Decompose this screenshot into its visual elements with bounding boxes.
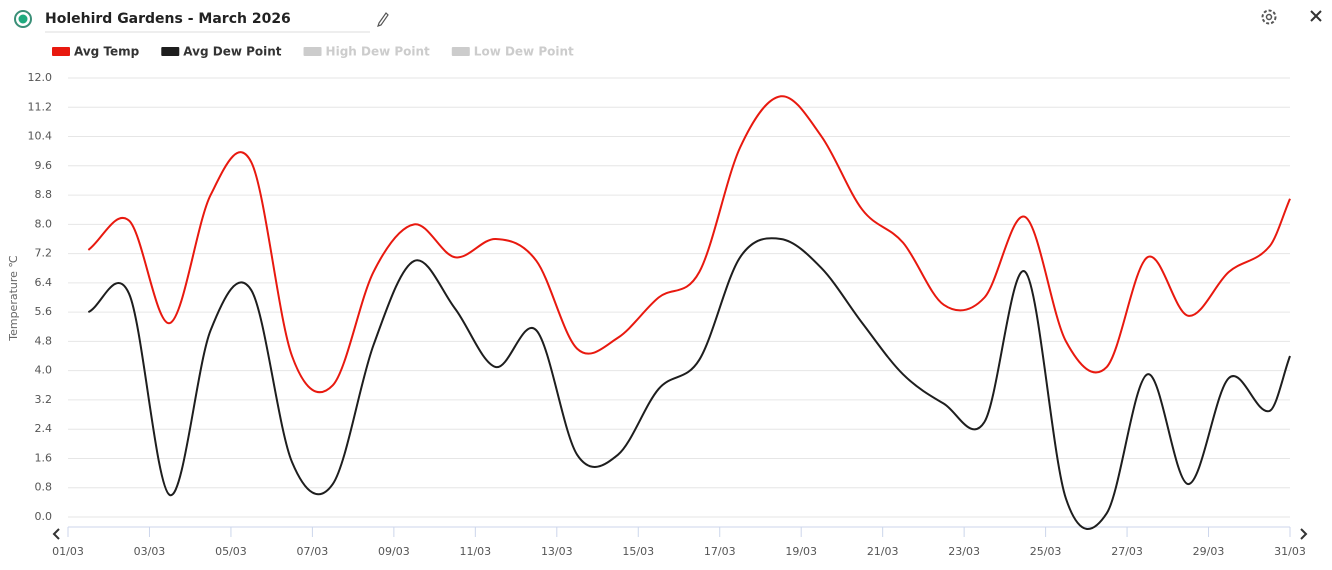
y-tick-label: 12.0 — [28, 71, 53, 84]
x-tick-label: 11/03 — [459, 545, 491, 558]
x-tick-label: 13/03 — [541, 545, 573, 558]
legend-label: High Dew Point — [326, 45, 431, 59]
settings-icon[interactable] — [1261, 9, 1277, 25]
close-icon[interactable] — [1310, 10, 1322, 22]
y-tick-label: 4.0 — [35, 364, 53, 377]
legend-label: Low Dew Point — [474, 45, 574, 59]
legend-label: Avg Dew Point — [183, 45, 282, 59]
x-tick-label: 01/03 — [52, 545, 84, 558]
x-tick-label: 17/03 — [704, 545, 736, 558]
series-line — [87, 237, 1291, 530]
x-tick-label: 09/03 — [378, 545, 410, 558]
y-tick-label: 3.2 — [35, 393, 53, 406]
x-tick-label: 03/03 — [134, 545, 166, 558]
x-tick-label: 29/03 — [1193, 545, 1225, 558]
chart-title[interactable]: Holehird Gardens - March 2026 — [45, 11, 291, 27]
legend-swatch — [52, 47, 70, 56]
gear-inner — [1265, 13, 1273, 21]
y-tick-label: 10.4 — [28, 130, 53, 143]
status-icon[interactable] — [14, 10, 32, 28]
legend-swatch — [303, 47, 322, 56]
y-tick-label: 8.8 — [35, 188, 53, 201]
status-dot — [18, 14, 28, 24]
y-tick-label: 9.6 — [35, 159, 53, 172]
x-tick-label: 07/03 — [297, 545, 329, 558]
legend-swatch — [161, 47, 180, 56]
x-tick-label: 19/03 — [785, 545, 817, 558]
y-axis-label: Temperature ℃ — [7, 255, 20, 342]
y-tick-label: 8.0 — [35, 217, 53, 230]
x-tick-label: 15/03 — [622, 545, 654, 558]
series-line — [87, 95, 1291, 394]
x-tick-label: 25/03 — [1030, 545, 1062, 558]
scroll-right[interactable] — [1300, 528, 1308, 540]
x-tick-label: 05/03 — [215, 545, 247, 558]
gear-outer — [1261, 9, 1277, 25]
y-tick-label: 4.8 — [35, 334, 53, 347]
y-tick-label: 5.6 — [35, 305, 53, 318]
y-tick-label: 6.4 — [35, 276, 53, 289]
legend-label: Avg Temp — [74, 45, 140, 59]
legend-item[interactable]: Avg Temp — [52, 45, 140, 59]
y-tick-label: 0.0 — [35, 510, 53, 523]
x-tick-label: 21/03 — [867, 545, 899, 558]
y-tick-label: 0.8 — [35, 481, 53, 494]
legend-item[interactable]: High Dew Point — [303, 45, 431, 59]
x-tick-label: 31/03 — [1274, 545, 1306, 558]
x-tick-label: 27/03 — [1111, 545, 1143, 558]
x-tick-label: 23/03 — [948, 545, 980, 558]
y-tick-label: 1.6 — [35, 451, 53, 464]
legend-item[interactable]: Low Dew Point — [451, 45, 574, 59]
legend-swatch — [451, 47, 470, 56]
y-tick-label: 7.2 — [35, 247, 53, 260]
y-tick-label: 2.4 — [35, 422, 53, 435]
edit-icon[interactable] — [377, 12, 389, 27]
legend-item[interactable]: Avg Dew Point — [161, 45, 282, 59]
y-tick-label: 11.2 — [28, 100, 53, 113]
scroll-left[interactable] — [52, 528, 60, 540]
